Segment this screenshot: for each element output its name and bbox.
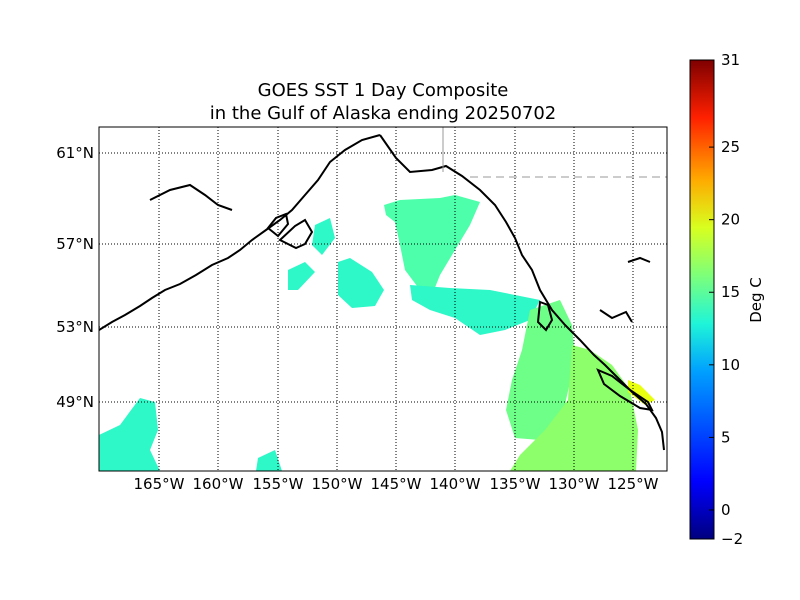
lat-labels: 61°N 57°N 53°N 49°N	[56, 144, 94, 411]
coastline-aleutian-peninsula	[99, 134, 381, 331]
colorbar-tick-label: 31	[721, 51, 740, 69]
sst-patch-east-coast	[506, 300, 575, 440]
coastline-vancouver-island	[596, 368, 654, 412]
colorbar-tick-label: 15	[721, 283, 740, 301]
lon-label-140: 140°W	[430, 475, 481, 493]
sst-patch-south	[510, 345, 638, 471]
lat-label-61: 61°N	[56, 144, 94, 162]
coastline-haida-gwaii	[536, 300, 554, 332]
colorbar-ticks: 31 25 20 15 10 5 0 −2	[709, 51, 743, 548]
coastline-kodiak	[266, 212, 290, 238]
sst-patch-mid	[410, 285, 540, 335]
sst-patch-north	[384, 195, 480, 300]
sst-patch-small-west	[288, 262, 315, 290]
lon-label-145: 145°W	[371, 475, 422, 493]
colorbar-tick-label: 20	[721, 211, 740, 229]
coastline-cook-inlet	[278, 218, 314, 250]
lon-label-165: 165°W	[134, 475, 185, 493]
map-title-line2: in the Gulf of Alaska ending 20250702	[209, 103, 557, 124]
colorbar-tick-label: 25	[721, 138, 740, 156]
border-layer	[442, 127, 667, 178]
lon-label-130: 130°W	[549, 475, 600, 493]
colorbar-scale	[689, 59, 715, 540]
sst-patch-west	[338, 258, 384, 308]
colorbar-tick-label: 5	[721, 428, 731, 446]
lon-label-160: 160°W	[193, 475, 244, 493]
colorbar-tick-label: −2	[721, 530, 743, 548]
coastline-inner-ak	[149, 183, 233, 211]
sst-data-layer	[99, 195, 655, 471]
colorbar-tick-label: 10	[721, 356, 740, 374]
sst-patch-southwest	[99, 398, 160, 471]
coastline-layer	[99, 134, 665, 451]
colorbar-label: Deg C	[747, 277, 765, 323]
lat-label-57: 57°N	[56, 235, 94, 253]
lon-label-125: 125°W	[608, 475, 659, 493]
lat-label-49: 49°N	[56, 393, 94, 411]
map-frame	[98, 126, 668, 472]
map-title-line1: GOES SST 1 Day Composite	[257, 80, 509, 101]
lon-label-150: 150°W	[312, 475, 363, 493]
sst-patch-bc-strait	[628, 380, 655, 405]
sst-patch-kodiak	[312, 218, 335, 255]
grid-layer	[99, 127, 667, 471]
lon-label-135: 135°W	[490, 475, 541, 493]
sst-patch-southmid	[256, 450, 282, 471]
lon-labels: 165°W 160°W 155°W 150°W 145°W 140°W 135°…	[134, 475, 659, 493]
lon-label-155: 155°W	[253, 475, 304, 493]
colorbar-tick-label: 0	[721, 501, 731, 519]
lat-label-53: 53°N	[56, 318, 94, 336]
coastline-interior-bc	[599, 256, 651, 323]
